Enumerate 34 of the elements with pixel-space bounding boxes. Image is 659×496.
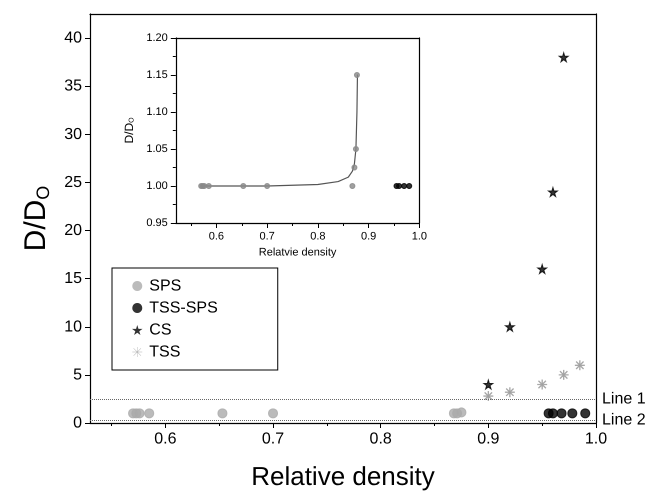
y-tick-label: 25 [64, 174, 82, 191]
x-tick-label: 0.6 [208, 230, 224, 242]
y-tick-label: 1.05 [146, 143, 168, 155]
y-tick-label: 1.20 [146, 32, 168, 44]
y-tick-label: 1.10 [146, 106, 168, 118]
x-tick-label: 0.9 [360, 230, 376, 242]
y-tick-label: 0 [73, 414, 82, 432]
x-tick-label: 0.7 [262, 430, 284, 448]
y-tick-label: 40 [64, 30, 82, 47]
x-tick-label: 0.7 [259, 230, 275, 242]
x-tick-label: 1.0 [412, 230, 428, 242]
legend-label: CS [149, 322, 172, 338]
y-tick-label: 1.00 [146, 180, 168, 192]
y-tick-label: 0.95 [146, 217, 168, 229]
x-tick-label: 0.8 [310, 230, 326, 242]
y-tick-label: 30 [64, 126, 82, 143]
legend-label: TSS-SPS [149, 300, 218, 316]
x-tick-label: 0.8 [370, 430, 392, 448]
ref-line-label: Line 1 [602, 390, 646, 408]
ref-line-label: Line 2 [602, 412, 646, 429]
y-tick-label: 15 [64, 270, 82, 288]
y-tick-label: 20 [64, 222, 82, 240]
y-tick-label: 35 [64, 78, 82, 95]
legend-label: TSS [149, 344, 180, 360]
x-tick-label: 1.0 [584, 430, 608, 448]
x-axis-title: Relative density [251, 461, 435, 491]
y-axis-title: D/DO [19, 186, 53, 252]
y-tick-label: 1.15 [146, 69, 168, 81]
legend-label: SPS [149, 278, 182, 294]
x-tick-label: 0.9 [477, 430, 500, 448]
x-tick-label: 0.6 [154, 430, 177, 448]
y-tick-label: 10 [64, 318, 82, 336]
x-axis-title: Relatvie density [258, 246, 337, 258]
y-tick-label: 5 [73, 366, 82, 384]
